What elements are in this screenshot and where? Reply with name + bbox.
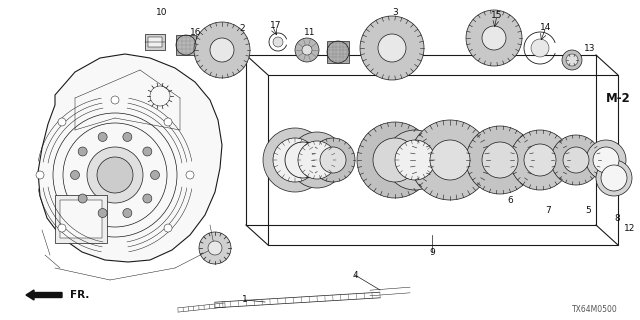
Polygon shape (38, 54, 222, 262)
Text: 15: 15 (492, 11, 503, 20)
Circle shape (551, 135, 601, 185)
Text: 3: 3 (392, 7, 398, 17)
Text: 4: 4 (352, 270, 358, 279)
Circle shape (186, 171, 194, 179)
Circle shape (563, 147, 589, 173)
Circle shape (311, 138, 355, 182)
Circle shape (58, 118, 66, 126)
Bar (55, 195, 107, 243)
Circle shape (295, 38, 319, 62)
Circle shape (164, 118, 172, 126)
Circle shape (531, 39, 549, 57)
Circle shape (210, 38, 234, 62)
Circle shape (395, 140, 435, 180)
Circle shape (98, 209, 107, 218)
Circle shape (58, 224, 66, 232)
Text: 6: 6 (507, 196, 513, 204)
Circle shape (123, 132, 132, 141)
Circle shape (360, 16, 424, 80)
Circle shape (378, 34, 406, 62)
Circle shape (289, 132, 345, 188)
Circle shape (263, 128, 327, 192)
Circle shape (466, 126, 534, 194)
Circle shape (410, 120, 490, 200)
Circle shape (97, 157, 133, 193)
Text: 8: 8 (614, 213, 620, 222)
Circle shape (298, 141, 336, 179)
Bar (176, 35, 196, 55)
Circle shape (143, 194, 152, 203)
Circle shape (524, 144, 556, 176)
Bar (148, 37, 162, 47)
Text: 13: 13 (584, 44, 596, 52)
Circle shape (98, 132, 107, 141)
Circle shape (593, 147, 619, 173)
Circle shape (164, 224, 172, 232)
Circle shape (566, 54, 578, 66)
Circle shape (199, 232, 231, 264)
FancyArrow shape (26, 290, 62, 300)
Circle shape (510, 130, 570, 190)
Circle shape (273, 37, 283, 47)
Circle shape (78, 147, 87, 156)
Text: 10: 10 (156, 7, 168, 17)
Circle shape (601, 165, 627, 191)
Circle shape (385, 130, 445, 190)
Circle shape (482, 142, 518, 178)
Circle shape (596, 160, 632, 196)
Circle shape (430, 140, 470, 180)
Circle shape (466, 10, 522, 66)
Circle shape (78, 194, 87, 203)
Circle shape (143, 147, 152, 156)
Text: TX64M0500: TX64M0500 (572, 306, 618, 315)
Circle shape (562, 50, 582, 70)
Text: 2: 2 (239, 23, 245, 33)
Circle shape (208, 241, 222, 255)
Circle shape (373, 138, 417, 182)
Text: 5: 5 (585, 205, 591, 214)
Text: 7: 7 (545, 205, 551, 214)
Circle shape (70, 171, 79, 180)
Text: 11: 11 (304, 28, 316, 36)
Bar (327, 41, 349, 63)
Circle shape (302, 45, 312, 55)
Circle shape (123, 209, 132, 218)
Circle shape (194, 22, 250, 78)
Text: M-2: M-2 (606, 92, 631, 105)
Circle shape (482, 26, 506, 50)
Circle shape (586, 140, 626, 180)
Circle shape (111, 96, 119, 104)
Text: 16: 16 (190, 28, 202, 36)
Circle shape (36, 171, 44, 179)
Circle shape (273, 138, 317, 182)
Text: FR.: FR. (70, 290, 90, 300)
Text: 12: 12 (624, 223, 636, 233)
Circle shape (87, 147, 143, 203)
Bar (60, 200, 102, 238)
Text: 14: 14 (540, 22, 552, 31)
Text: 1: 1 (242, 295, 248, 305)
Circle shape (320, 147, 346, 173)
Text: 9: 9 (429, 247, 435, 257)
Bar (145, 34, 165, 50)
Text: 17: 17 (270, 20, 282, 29)
Circle shape (357, 122, 433, 198)
Circle shape (150, 171, 159, 180)
